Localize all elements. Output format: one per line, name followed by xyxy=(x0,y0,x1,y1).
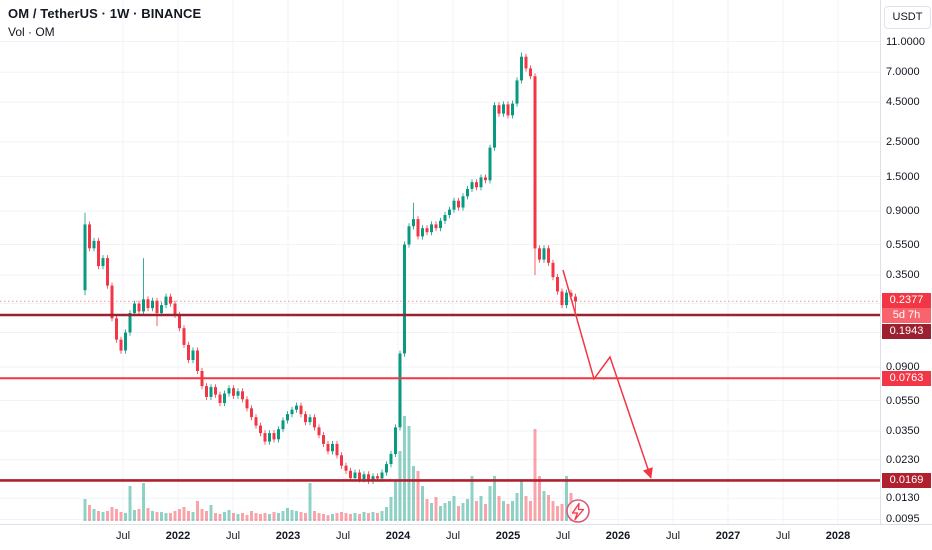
price-tick-label: 7.0000 xyxy=(886,66,920,78)
time-tick-label: 2027 xyxy=(715,530,741,542)
grid xyxy=(0,0,880,524)
bar-close-countdown-label: 5d 7h xyxy=(882,308,931,323)
price-tick-label: 0.0095 xyxy=(886,513,920,525)
candles xyxy=(83,52,577,484)
price-tick-label: 0.0350 xyxy=(886,425,920,437)
price-axis[interactable]: USDT 0.2377 5d 7h 0.1943 0.0763 0.0169 1… xyxy=(880,0,932,525)
price-tick-label: 0.0230 xyxy=(886,454,920,466)
symbol-title[interactable]: OM / TetherUS · 1W · BINANCE xyxy=(8,6,202,21)
price-tick-label: 11.0000 xyxy=(886,36,925,48)
time-tick-label: 2024 xyxy=(385,530,411,542)
price-tick-label: 2.5000 xyxy=(886,136,920,148)
symbol-legend: OM / TetherUS · 1W · BINANCE Vol · OM xyxy=(8,5,201,40)
time-tick-label: Jul xyxy=(775,530,791,542)
currency-toggle-button[interactable]: USDT xyxy=(884,6,931,29)
time-tick-label: 2028 xyxy=(825,530,851,542)
volume-indicator-legend[interactable]: Vol · OM xyxy=(8,24,55,39)
time-tick-label: Jul xyxy=(445,530,461,542)
price-tick-label: 0.0130 xyxy=(886,492,920,504)
price-tick-label: 0.9000 xyxy=(886,205,920,217)
time-tick-label: 2025 xyxy=(495,530,521,542)
price-tick-label: 0.0900 xyxy=(886,361,920,373)
level-price-label-0-0763: 0.0763 xyxy=(882,371,931,386)
price-tick-label: 0.0550 xyxy=(886,395,920,407)
time-tick-label: 2026 xyxy=(605,530,631,542)
trend-arrow-drawing[interactable] xyxy=(562,269,653,479)
price-tick-label: 0.5500 xyxy=(886,239,920,251)
time-tick-label: Jul xyxy=(115,530,131,542)
price-tick-label: 0.3500 xyxy=(886,269,920,281)
horizontal-level-lines[interactable] xyxy=(0,313,880,482)
time-tick-label: 2022 xyxy=(165,530,191,542)
price-tick-label: 4.5000 xyxy=(886,96,920,108)
volume-bars xyxy=(83,416,577,521)
time-tick-label: Jul xyxy=(555,530,571,542)
current-price-label: 0.2377 xyxy=(882,293,931,308)
time-tick-label: Jul xyxy=(225,530,241,542)
time-axis[interactable]: Jul 2022 Jul 2023 Jul 2024 Jul 2025 Jul 2026 Jul 20… xyxy=(0,524,932,550)
time-tick-label: Jul xyxy=(665,530,681,542)
time-tick-label: Jul xyxy=(335,530,351,542)
price-tick-label: 1.5000 xyxy=(886,171,920,183)
level-price-label-0-0169: 0.0169 xyxy=(882,473,931,488)
time-tick-label: 2023 xyxy=(275,530,301,542)
lightning-icon[interactable] xyxy=(566,499,590,523)
level-price-label-0-1943: 0.1943 xyxy=(882,324,931,339)
